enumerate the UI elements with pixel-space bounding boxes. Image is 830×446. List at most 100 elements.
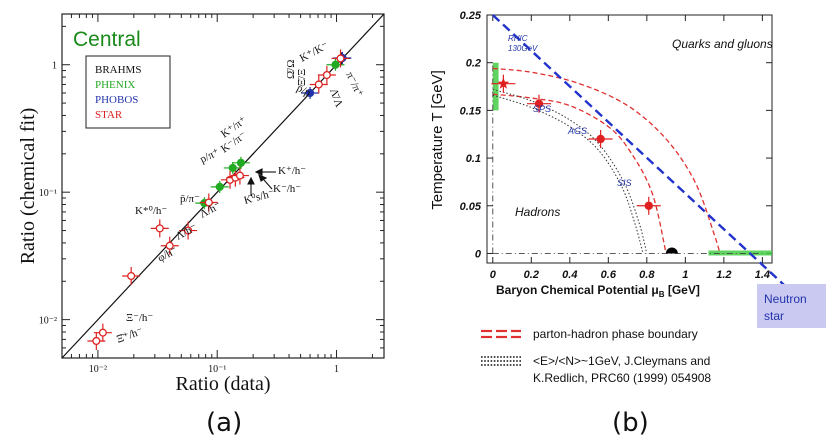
green-band-low-mu — [492, 62, 499, 111]
point-ags — [588, 130, 613, 148]
point-label-sps: SPS — [533, 104, 551, 114]
nuclear-matter-blob — [665, 247, 678, 254]
data-point-star — [179, 221, 198, 240]
region-label-qgp: Quarks and gluons — [672, 37, 773, 51]
panel-b-ticks: 0 0.2 0.4 0.6 0.8 1 1.2 1.4 0 0.05 0.1 0.15 0.2 0.25 — [460, 10, 772, 281]
x-tick-label: 10⁻¹ — [208, 364, 226, 375]
panel-a-legend: BRAHMS PHENIX PHOBOS STAR — [85, 55, 171, 129]
data-point-star — [317, 66, 336, 85]
neutron-star-box — [757, 284, 826, 328]
neutron-star-dashed-line — [491, 14, 793, 293]
panel-b-data-points — [491, 74, 661, 215]
y-tick-label: 0.1 — [466, 153, 481, 165]
marker — [92, 336, 101, 346]
panel-a-chemical-fit-plot: 10⁻² 10⁻¹ 1 10⁻² 10⁻¹ 1 Central BRAHMS PHENIX… — [17, 13, 385, 395]
label-kstar0-h: K*⁰/h⁻ — [135, 205, 167, 217]
marker — [228, 163, 237, 173]
marker — [204, 198, 213, 207]
marker — [314, 80, 323, 89]
label-phi-h: φ/h⁻ — [156, 244, 180, 264]
neutron-star-text-2: star — [764, 309, 784, 323]
marker — [235, 171, 244, 180]
label-kplus-h: K⁺/h⁻ — [278, 165, 306, 177]
marker — [331, 60, 340, 69]
y-tick-label: 0.15 — [460, 105, 482, 117]
panel-a-y-axis-label: Ratio (chemical fit) — [17, 108, 39, 265]
marker — [184, 226, 193, 235]
point-label-sis: SIS — [617, 178, 632, 188]
panel-a-title: Central — [73, 28, 141, 51]
label-pbar-piminus: p̄/π⁻ — [180, 193, 200, 205]
circle-marker — [644, 201, 653, 210]
label-kminus-h: K⁻/h⁻ — [273, 183, 301, 195]
point-label-rhic-2: 130GeV — [508, 44, 538, 53]
marker — [155, 224, 164, 233]
label-piminus-piplus: π⁻/π⁺ — [343, 70, 365, 99]
legend-phobos: PHOBOS — [95, 94, 138, 106]
panel-a-ticks: 10⁻² 10⁻¹ 1 10⁻² 10⁻¹ 1 — [39, 14, 384, 375]
green-band-ground — [708, 250, 772, 256]
data-point-phenix — [223, 161, 242, 174]
marker — [322, 70, 331, 80]
point-rhic — [491, 74, 516, 93]
panel-b-legend: parton-hadron phase boundary <E>/<N>~1Ge… — [481, 327, 711, 385]
marker — [215, 182, 224, 192]
data-point-star — [331, 49, 350, 68]
freezeout-curve-1 — [492, 88, 648, 254]
label-xibarplus-h: Ξ̄⁺/h⁻ — [115, 325, 145, 346]
panel-a-x-axis-label: Ratio (data) — [176, 373, 271, 395]
data-point-star — [122, 266, 141, 285]
y-tick-label: 0.25 — [460, 10, 482, 22]
x-tick-label: 0 — [490, 269, 497, 281]
panel-a-arrows — [247, 168, 276, 196]
label-omegabar-omega: Ω̄/Ω — [285, 60, 297, 79]
x-tick-label: 1 — [334, 364, 339, 375]
y-tick-label: 0 — [475, 248, 482, 260]
data-point-phenix — [231, 156, 250, 169]
x-tick-label: 0.6 — [601, 269, 617, 281]
x-tick-label: 0.4 — [562, 269, 577, 281]
label-ximinus-h: Ξ⁻/h⁻ — [126, 312, 153, 324]
label-k0s-h: K⁰s/h⁻ — [243, 187, 276, 207]
circle-marker — [534, 99, 544, 108]
panel-b-phase-diagram: 0 0.2 0.4 0.6 0.8 1 1.2 1.400.050.10.150.20.25 … — [429, 10, 826, 385]
x-tick-label: 1.2 — [716, 269, 731, 281]
label-kplus-kminus: K⁺/K⁻ — [298, 40, 331, 65]
phase-boundary-outer — [492, 67, 721, 254]
phase-boundary-inner — [492, 93, 667, 254]
circle-marker — [596, 134, 605, 144]
x-tick-label: 0.2 — [524, 269, 539, 281]
data-point-star — [230, 166, 249, 185]
marker — [305, 88, 315, 98]
neutron-star-label: Neutron star — [757, 284, 826, 328]
marker — [127, 271, 136, 281]
legend-brahms: BRAHMS — [95, 64, 141, 76]
legend-phase-boundary: parton-hadron phase boundary — [533, 327, 698, 341]
label-lambdabar-lambda: Λ̄/Λ — [327, 87, 345, 109]
data-point-star — [309, 75, 328, 94]
x-tick-label: 10⁻² — [89, 364, 107, 375]
y-tick-label: 0.2 — [466, 58, 481, 70]
panel-a-data-points — [87, 49, 352, 350]
marker — [336, 54, 345, 63]
marker — [236, 158, 246, 167]
marker — [98, 328, 107, 337]
star-marker — [497, 77, 510, 89]
legend-phenix: PHENIX — [95, 79, 135, 91]
legend-star: STAR — [95, 109, 123, 121]
label-lambdabar-h: Λ̄/h⁻ — [174, 221, 200, 242]
label-p-piplus: p/π⁺ — [198, 146, 221, 165]
panel-a-legend-box — [85, 55, 171, 129]
label-xibar-xi: Ξ̄/Ξ — [296, 69, 308, 86]
data-point-star — [150, 219, 169, 238]
x-tick-label: 1.4 — [755, 269, 770, 281]
panel-b-y-axis-label: Temperature T [GeV] — [429, 70, 446, 210]
data-point-phobos — [301, 86, 320, 99]
point-label-ags: AGS — [567, 126, 587, 136]
panel-b-x-axis-label: Baryon Chemical Potential μB [GeV] — [496, 283, 700, 299]
x-tick-label: 1 — [682, 269, 688, 281]
legend-dashed-red-symbol — [481, 329, 521, 339]
point-sis — [636, 196, 661, 215]
panel-b-plot-frame — [486, 14, 773, 264]
